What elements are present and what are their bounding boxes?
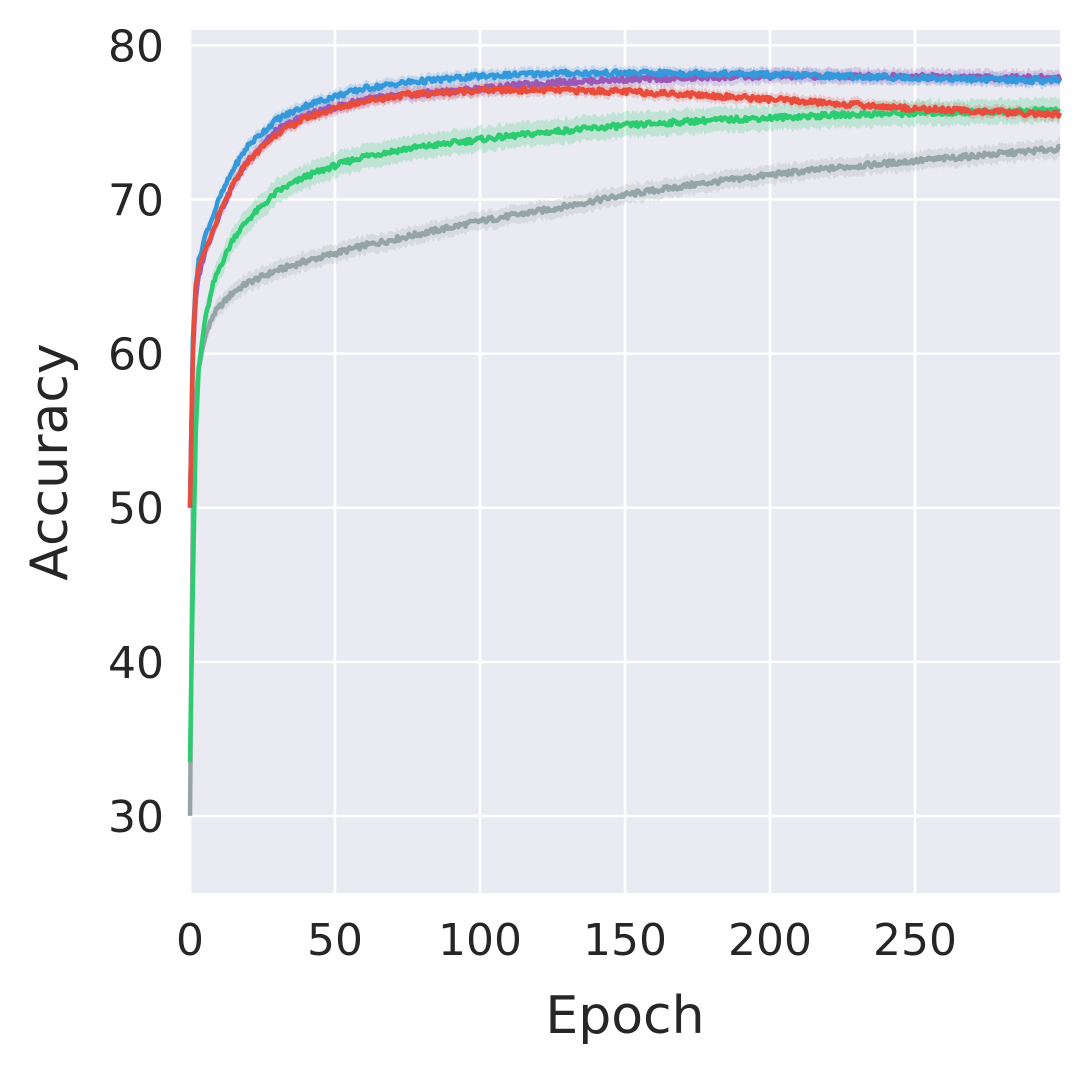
y-tick-label: 40 — [108, 638, 164, 689]
x-tick-label: 250 — [873, 915, 957, 966]
y-tick-label: 80 — [108, 21, 164, 72]
grid — [188, 30, 1060, 893]
y-tick-labels: 30 40 50 60 70 80 — [108, 21, 164, 843]
y-axis-label: Accuracy — [20, 343, 80, 580]
y-tick-label: 60 — [108, 330, 164, 381]
y-tick-label: 50 — [108, 484, 164, 535]
series-line — [187, 85, 1063, 508]
x-tick-label: 50 — [307, 915, 363, 966]
y-tick-label: 70 — [108, 176, 164, 227]
series-line — [187, 105, 1062, 763]
series-lines — [187, 68, 1063, 816]
x-axis-label: Epoch — [545, 986, 704, 1046]
x-tick-label: 100 — [438, 915, 522, 966]
x-tick-labels: 0 50 100 150 200 250 — [176, 915, 957, 966]
series-line — [187, 143, 1061, 816]
y-tick-label: 30 — [108, 792, 164, 843]
x-tick-label: 0 — [176, 915, 204, 966]
series-line — [187, 68, 1062, 508]
x-tick-label: 150 — [583, 915, 667, 966]
x-tick-label: 200 — [728, 915, 812, 966]
